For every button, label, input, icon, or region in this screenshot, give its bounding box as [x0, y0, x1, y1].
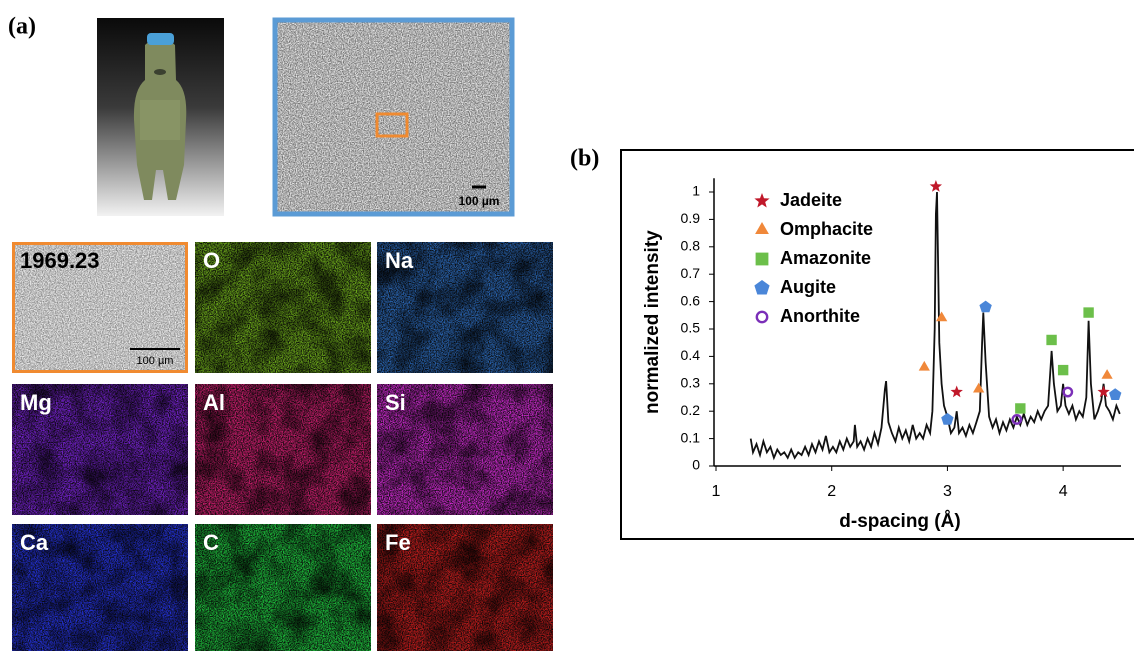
marker: [1102, 369, 1113, 379]
legend-marker: [754, 193, 769, 208]
map-label: C: [203, 530, 219, 555]
y-tick-label: 0.1: [681, 429, 701, 445]
x-tick-label: 2: [827, 483, 836, 500]
marker: [1015, 403, 1025, 413]
element-map: Al: [195, 384, 371, 515]
y-tick-label: 1: [692, 183, 700, 199]
marker: [1098, 386, 1110, 398]
marker: [1058, 365, 1068, 375]
figurine-photo: [97, 18, 224, 216]
legend-label: Augite: [780, 277, 836, 297]
legend-label: Jadeite: [780, 190, 842, 210]
y-axis-label: normalized intensity: [642, 230, 663, 414]
element-maps: 100 µm 1969.23 O Na Mg Al Si Ca C Fe: [12, 242, 553, 651]
x-axis-label: d-spacing (Å): [839, 511, 960, 532]
y-tick-label: 0.6: [681, 292, 701, 308]
legend-marker: [757, 312, 767, 322]
marker: [979, 301, 991, 313]
legend-marker: [754, 280, 769, 295]
element-map: Si: [377, 384, 553, 515]
y-tick-label: 0.9: [681, 210, 701, 226]
element-map: 100 µm 1969.23: [12, 242, 188, 373]
marker: [973, 383, 984, 393]
panel-label: (a): [8, 14, 36, 40]
figure: (a) 100 µm 100 µm 1969.23 O Na Mg Al Si Ca C Fe (…: [0, 0, 1134, 651]
x-tick-label: 1: [712, 483, 721, 500]
x-tick-label: 3: [943, 483, 952, 500]
scale-label: 100 µm: [137, 355, 174, 367]
y-tick-label: 0.8: [681, 238, 701, 254]
element-map: O: [195, 242, 371, 373]
map-label: Ca: [20, 530, 49, 555]
map-blotch: [195, 524, 371, 651]
map-label: Al: [203, 390, 225, 415]
element-map: Na: [377, 242, 553, 373]
map-label: Mg: [20, 390, 52, 415]
element-map: Fe: [377, 524, 553, 651]
map-label: Fe: [385, 530, 411, 555]
y-tick-label: 0.2: [681, 402, 701, 418]
y-tick-label: 0.7: [681, 265, 701, 281]
marker: [941, 413, 953, 425]
y-tick-label: 0: [692, 457, 700, 473]
legend-label: Anorthite: [780, 306, 860, 326]
marker: [936, 312, 947, 322]
map-label: Si: [385, 390, 406, 415]
marker: [919, 361, 930, 371]
map-blotch: [195, 242, 371, 373]
element-map: Mg: [12, 384, 188, 515]
map-label: O: [203, 248, 220, 273]
chart: 0 0.1 0.2 0.3 0.4 0.5 0.6 0.7 0.8 0.9 1 1 2 3 4 d-spaci…: [642, 178, 1121, 532]
marker: [951, 386, 963, 398]
y-tick-label: 0.5: [681, 320, 701, 336]
marker: [1109, 388, 1121, 400]
sem-image: 100 µm: [275, 20, 512, 214]
marker: [1046, 335, 1056, 345]
legend-marker: [756, 253, 769, 266]
marker: [1083, 307, 1093, 317]
legend-marker: [755, 222, 769, 234]
legend-label: Amazonite: [780, 248, 871, 268]
legend-label: Omphacite: [780, 219, 873, 239]
scale-label: 100 µm: [459, 194, 500, 208]
marker: [930, 180, 942, 192]
map-label: Na: [385, 248, 414, 273]
chart-frame: [621, 150, 1134, 539]
y-tick-label: 0.3: [681, 375, 701, 391]
x-tick-label: 4: [1059, 483, 1068, 500]
panel-label: (b): [570, 146, 599, 172]
page: (a) 100 µm 100 µm 1969.23 O Na Mg Al Si Ca C Fe (…: [0, 0, 1134, 651]
map-label: 1969.23: [20, 248, 100, 273]
element-map: C: [195, 524, 371, 651]
element-map: Ca: [12, 524, 188, 651]
y-tick-label: 0.4: [681, 347, 701, 363]
